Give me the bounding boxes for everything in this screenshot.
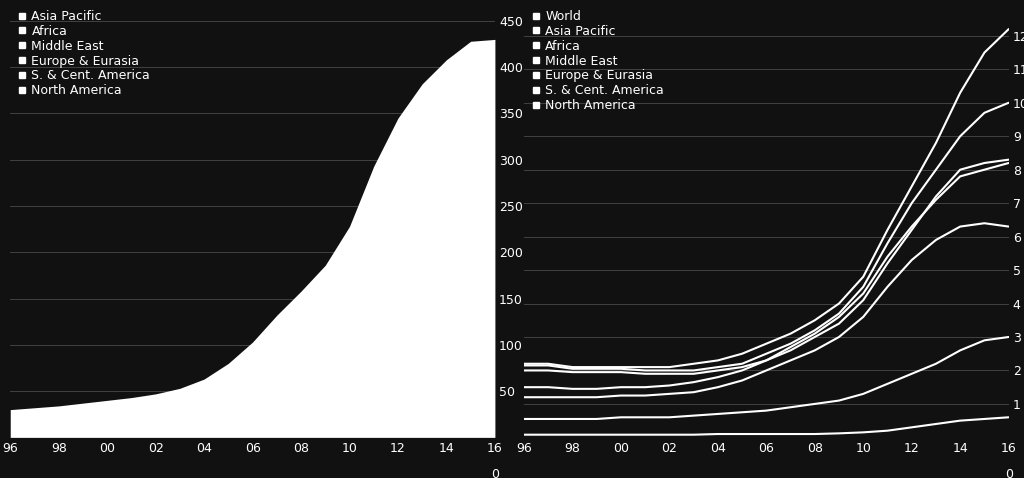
Text: 0: 0 (490, 468, 499, 478)
Text: 0: 0 (1005, 468, 1013, 478)
Legend: World, Asia Pacific, Africa, Middle East, Europe & Eurasia, S. & Cent. America, : World, Asia Pacific, Africa, Middle East… (530, 9, 666, 113)
Legend: Asia Pacific, Africa, Middle East, Europe & Eurasia, S. & Cent. America, North A: Asia Pacific, Africa, Middle East, Europ… (16, 9, 152, 98)
